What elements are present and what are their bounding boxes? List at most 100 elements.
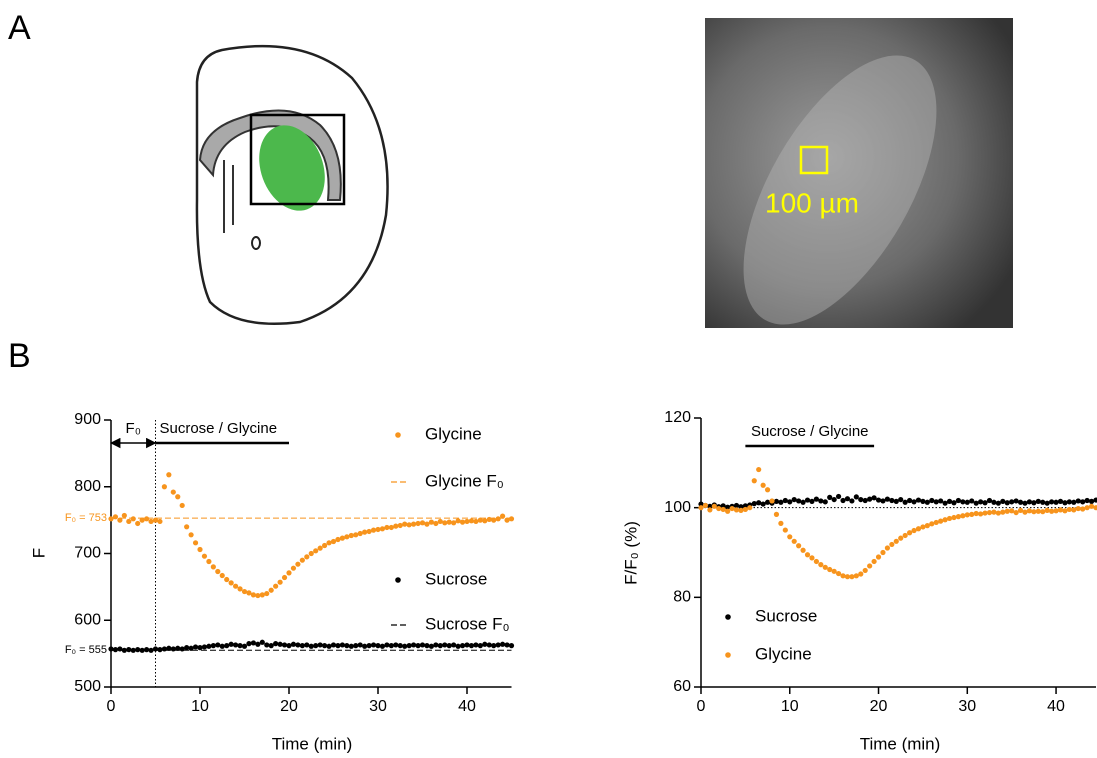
data-point — [228, 641, 234, 647]
data-point — [938, 498, 944, 504]
data-point — [241, 588, 248, 595]
data-point — [1044, 507, 1050, 513]
y-tick-label: 800 — [74, 478, 101, 495]
data-point — [250, 640, 256, 646]
data-point — [446, 519, 452, 525]
data-point — [1088, 498, 1095, 504]
data-point — [906, 530, 913, 536]
data-point — [464, 642, 470, 648]
data-point — [858, 496, 864, 503]
annotation-label: Sucrose / Glycine — [751, 423, 869, 440]
data-point — [862, 497, 868, 504]
data-point — [384, 524, 390, 531]
data-point — [884, 496, 891, 502]
data-point — [424, 643, 430, 649]
data-point — [482, 518, 488, 524]
data-point — [144, 647, 150, 653]
data-point — [317, 545, 323, 551]
data-point — [433, 642, 439, 648]
data-point — [1009, 508, 1015, 514]
data-point — [464, 518, 470, 525]
data-point — [822, 564, 828, 570]
data-point — [707, 503, 713, 509]
data-point — [809, 498, 815, 504]
reference-label: F₀ = 753 — [65, 512, 107, 524]
data-point — [468, 643, 475, 649]
data-point — [379, 643, 386, 649]
data-point — [259, 592, 265, 598]
data-point — [268, 643, 274, 649]
data-point — [760, 482, 766, 488]
data-point — [787, 534, 793, 540]
data-point — [831, 496, 837, 503]
y-tick-label: 80 — [673, 589, 691, 606]
data-point — [255, 641, 261, 647]
x-tick-label: 10 — [781, 698, 799, 715]
data-point — [929, 521, 935, 527]
data-point — [973, 500, 979, 506]
data-point — [224, 643, 230, 649]
data-point — [867, 563, 873, 569]
micrograph: 100 µm — [705, 18, 1013, 328]
data-point — [362, 529, 368, 535]
data-point — [1066, 506, 1072, 513]
data-point — [157, 647, 163, 653]
data-point — [277, 579, 283, 585]
data-point — [375, 643, 381, 649]
data-point — [835, 493, 842, 500]
data-point — [237, 586, 243, 592]
data-point — [707, 507, 713, 513]
data-point — [250, 592, 256, 598]
data-point — [982, 510, 988, 516]
data-point — [800, 547, 806, 553]
data-point — [764, 499, 771, 505]
data-point — [411, 642, 417, 648]
data-point — [504, 517, 510, 523]
data-point — [273, 583, 279, 589]
data-point — [742, 506, 748, 513]
data-point — [791, 538, 797, 544]
data-point — [210, 643, 216, 649]
data-point — [751, 501, 757, 507]
data-point — [348, 532, 354, 539]
data-point — [330, 642, 337, 648]
data-point — [1093, 497, 1097, 503]
legend-label: Sucrose — [755, 606, 817, 625]
data-point — [991, 509, 997, 515]
data-point — [978, 499, 984, 505]
data-point — [108, 646, 114, 652]
data-point — [778, 499, 784, 505]
data-point — [428, 643, 434, 649]
data-point — [313, 548, 319, 554]
data-point — [813, 558, 819, 565]
data-point — [130, 647, 136, 653]
y-axis-label: F — [29, 548, 48, 558]
data-point — [201, 553, 208, 559]
data-point — [281, 642, 288, 648]
data-point — [853, 494, 859, 500]
data-point — [326, 540, 332, 546]
data-point — [982, 500, 988, 506]
x-tick-label: 10 — [191, 698, 209, 715]
data-point — [353, 532, 359, 538]
data-point — [357, 530, 363, 537]
data-point — [1066, 499, 1072, 505]
data-point — [259, 639, 265, 645]
data-point — [406, 643, 412, 649]
data-point — [1017, 507, 1024, 513]
data-point — [304, 554, 310, 560]
data-point — [818, 562, 824, 568]
data-point — [175, 494, 181, 500]
data-point — [1057, 498, 1064, 504]
y-tick-label: 120 — [664, 409, 691, 426]
data-point — [121, 647, 127, 653]
data-point — [375, 526, 381, 533]
data-point — [455, 643, 461, 649]
data-point — [188, 645, 194, 651]
data-point — [326, 643, 332, 649]
data-point — [764, 487, 771, 493]
data-point — [299, 643, 305, 649]
data-point — [166, 645, 172, 651]
data-point — [428, 519, 434, 525]
data-point — [170, 646, 176, 652]
